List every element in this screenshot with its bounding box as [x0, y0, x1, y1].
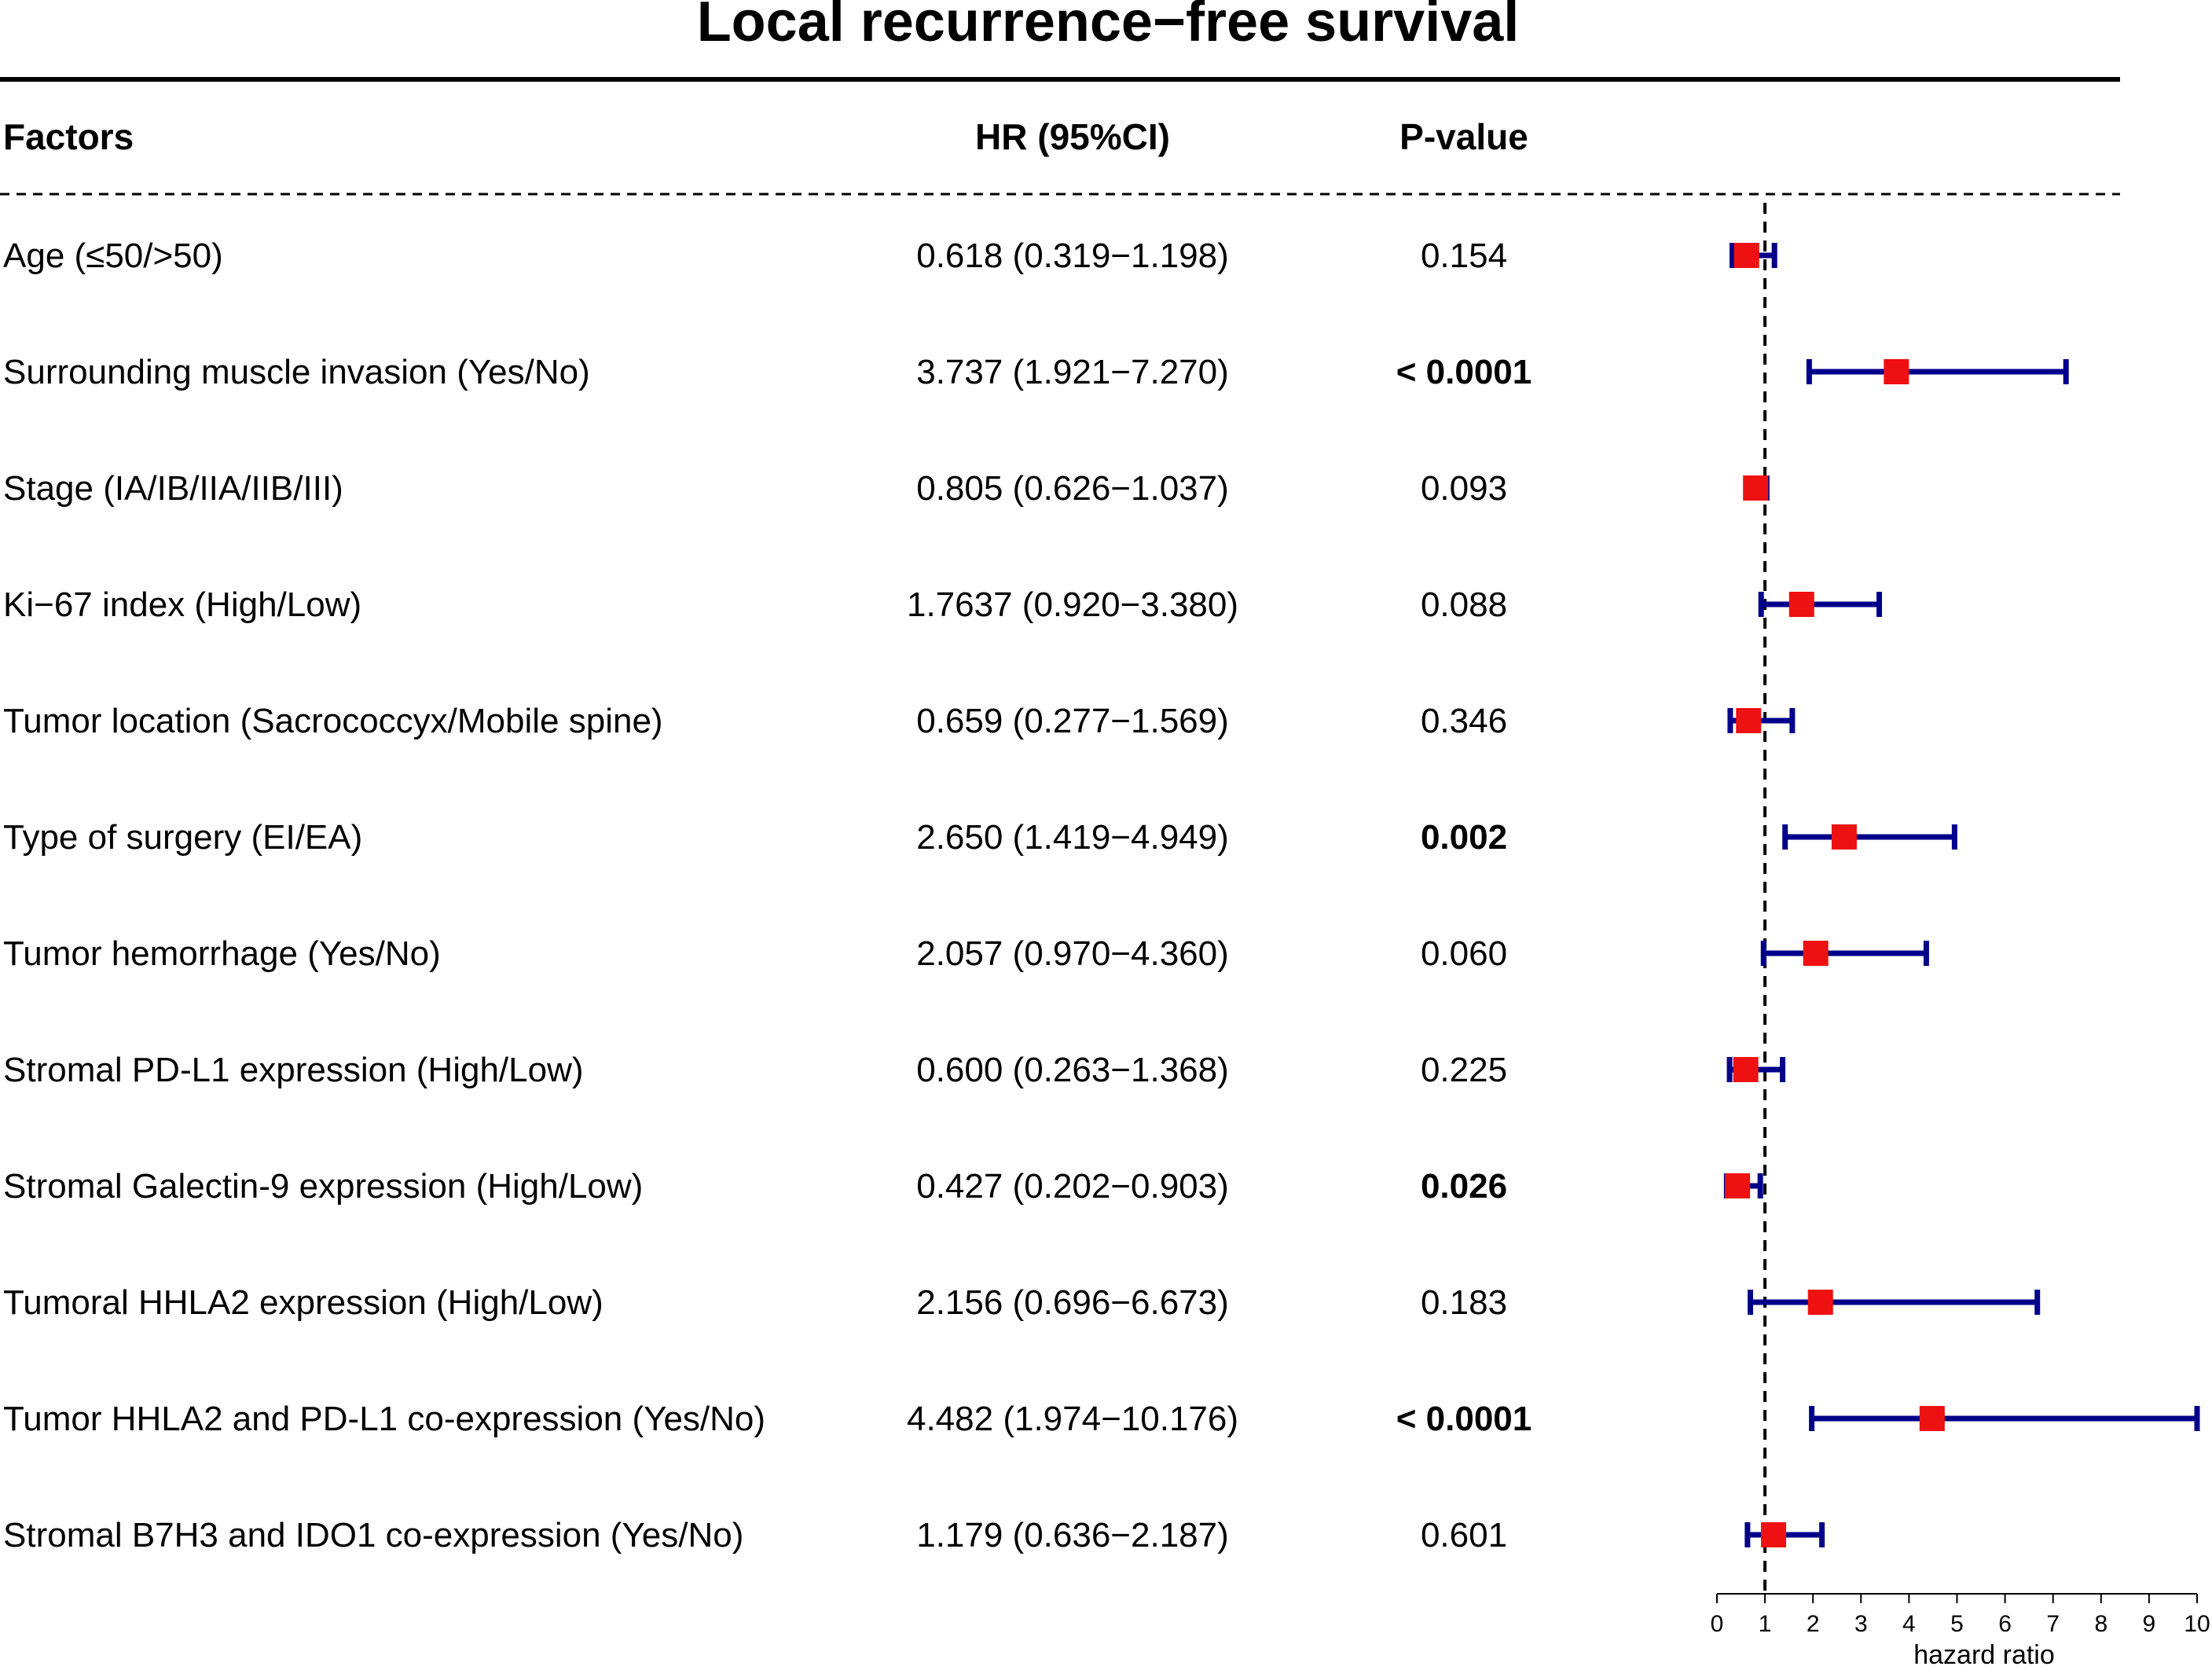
x-tick-label: 1 — [1759, 1611, 1772, 1637]
row-factor-label: Tumor HHLA2 and PD-L1 co-expression (Yes… — [3, 1400, 765, 1438]
row-factor-label: Tumor hemorrhage (Yes/No) — [3, 934, 441, 973]
header-p-value: P-value — [1399, 116, 1528, 157]
row-hr-ci-label: 2.057 (0.970−4.360) — [916, 934, 1229, 973]
hazard-ratio-point — [1743, 475, 1769, 501]
row-factor-label: Stage (IA/IB/IIA/IIB/III) — [3, 469, 343, 508]
plot-marks — [1723, 243, 2200, 1547]
x-tick-label: 8 — [2094, 1611, 2107, 1637]
row-hr-ci-label: 3.737 (1.921−7.270) — [916, 353, 1229, 391]
hazard-ratio-point — [1725, 1173, 1751, 1198]
x-axis-label: hazard ratio — [1913, 1640, 2055, 1670]
row-p-value-label: 0.093 — [1421, 469, 1507, 508]
row-p-value-label: 0.346 — [1421, 702, 1507, 740]
row-hr-ci-label: 0.427 (0.202−0.903) — [916, 1167, 1229, 1206]
row-factor-label: Type of surgery (EI/EA) — [3, 818, 362, 857]
x-tick-label: 9 — [2143, 1611, 2156, 1637]
hazard-ratio-point — [1884, 359, 1909, 384]
hazard-ratio-point — [1761, 1522, 1787, 1547]
row-factor-label: Ki−67 index (High/Low) — [3, 585, 361, 624]
table-rows: Age (≤50/>50) 0.618 (0.319−1.198) 0.154 Sur… — [3, 237, 1532, 1554]
hazard-ratio-point — [1788, 592, 1814, 617]
hazard-ratio-point — [1733, 243, 1759, 268]
hazard-ratio-point — [1919, 1406, 1945, 1431]
row-factor-label: Tumor location (Sacrococcyx/Mobile spine… — [3, 702, 663, 740]
row-hr-ci-label: 0.659 (0.277−1.569) — [916, 702, 1229, 740]
row-hr-ci-label: 1.179 (0.636−2.187) — [916, 1516, 1229, 1554]
x-tick-label: 6 — [1998, 1611, 2012, 1637]
x-tick-label: 5 — [1950, 1611, 1964, 1637]
row-p-value-label: < 0.0001 — [1396, 353, 1532, 391]
row-factor-label: Age (≤50/>50) — [3, 237, 223, 275]
row-p-value-label: 0.183 — [1421, 1283, 1507, 1322]
hazard-ratio-point — [1807, 1290, 1833, 1315]
header-factors: Factors — [3, 116, 134, 157]
header-hr-ci: HR (95%CI) — [975, 116, 1170, 157]
row-p-value-label: 0.060 — [1421, 934, 1507, 973]
hazard-ratio-point — [1733, 1057, 1759, 1082]
row-p-value-label: 0.026 — [1421, 1167, 1507, 1206]
x-tick-label: 10 — [2184, 1611, 2210, 1637]
row-p-value-label: < 0.0001 — [1396, 1400, 1532, 1438]
row-hr-ci-label: 0.618 (0.319−1.198) — [916, 237, 1229, 275]
row-hr-ci-label: 4.482 (1.974−10.176) — [907, 1400, 1238, 1438]
x-axis: 0 1 2 3 4 5 6 7 8 9 10 — [1711, 1593, 2210, 1637]
row-hr-ci-label: 0.600 (0.263−1.368) — [916, 1051, 1229, 1089]
x-tick-label: 2 — [1807, 1611, 1820, 1637]
row-p-value-label: 0.002 — [1421, 818, 1507, 857]
x-tick-label: 0 — [1711, 1611, 1724, 1637]
x-tick-label: 3 — [1854, 1611, 1868, 1637]
x-tick-label: 7 — [2046, 1611, 2060, 1637]
hazard-ratio-point — [1736, 708, 1762, 733]
row-p-value-label: 0.154 — [1421, 237, 1507, 275]
row-p-value-label: 0.088 — [1421, 585, 1507, 624]
chart-title: Local recurrence−free survival — [697, 0, 1520, 53]
row-factor-label: Stromal Galectin-9 expression (High/Low) — [3, 1167, 643, 1206]
hazard-ratio-point — [1831, 824, 1857, 850]
row-hr-ci-label: 0.805 (0.626−1.037) — [916, 469, 1229, 508]
row-factor-label: Tumoral HHLA2 expression (High/Low) — [3, 1283, 603, 1322]
row-hr-ci-label: 2.156 (0.696−6.673) — [916, 1283, 1229, 1322]
row-factor-label: Stromal B7H3 and IDO1 co-expression (Yes… — [3, 1516, 743, 1554]
row-factor-label: Stromal PD-L1 expression (High/Low) — [3, 1051, 584, 1089]
x-tick-label: 4 — [1902, 1611, 1916, 1637]
row-p-value-label: 0.601 — [1421, 1516, 1507, 1554]
row-hr-ci-label: 1.7637 (0.920−3.380) — [907, 585, 1238, 624]
row-p-value-label: 0.225 — [1421, 1051, 1507, 1089]
row-hr-ci-label: 2.650 (1.419−4.949) — [916, 818, 1229, 857]
row-factor-label: Surrounding muscle invasion (Yes/No) — [3, 353, 590, 391]
hazard-ratio-point — [1803, 941, 1829, 966]
